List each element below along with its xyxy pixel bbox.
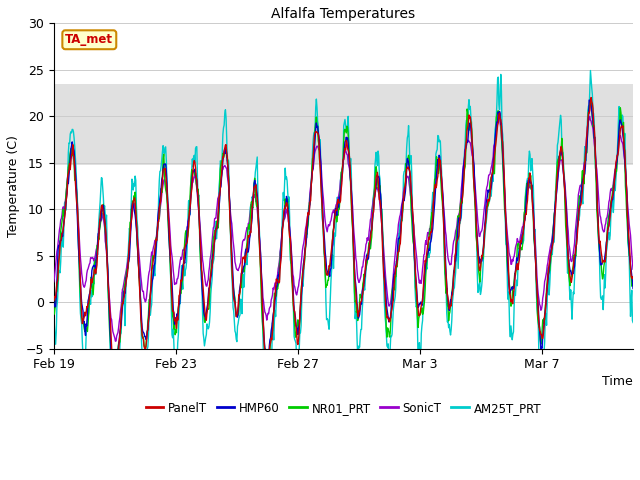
Legend: PanelT, HMP60, NR01_PRT, SonicT, AM25T_PRT: PanelT, HMP60, NR01_PRT, SonicT, AM25T_P…	[141, 397, 546, 419]
Y-axis label: Temperature (C): Temperature (C)	[7, 135, 20, 237]
Text: Time: Time	[602, 375, 633, 388]
Text: TA_met: TA_met	[65, 33, 113, 46]
Bar	[54, 84, 633, 165]
Title: Alfalfa Temperatures: Alfalfa Temperatures	[271, 7, 415, 21]
